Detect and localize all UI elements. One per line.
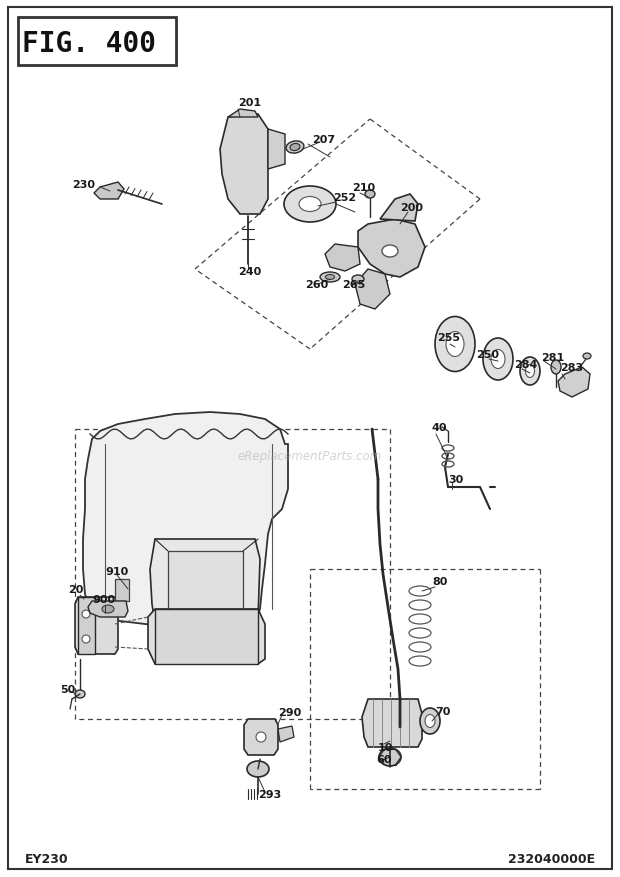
- Text: 230: 230: [72, 180, 95, 189]
- Bar: [168, 552, 243, 621]
- Ellipse shape: [583, 353, 591, 360]
- Text: 50: 50: [60, 684, 75, 695]
- Ellipse shape: [299, 197, 321, 212]
- Ellipse shape: [256, 732, 266, 742]
- Text: 281: 281: [541, 353, 564, 362]
- Text: 260: 260: [305, 280, 328, 289]
- Ellipse shape: [483, 339, 513, 381]
- Polygon shape: [150, 539, 260, 634]
- Bar: [18, 18, 176, 66]
- Ellipse shape: [75, 690, 85, 698]
- Text: 284: 284: [514, 360, 538, 369]
- Text: 30: 30: [448, 474, 463, 484]
- Ellipse shape: [82, 635, 90, 643]
- Polygon shape: [83, 412, 288, 630]
- Text: FIG. 400: FIG. 400: [22, 30, 156, 58]
- Ellipse shape: [365, 191, 375, 199]
- Polygon shape: [148, 610, 265, 664]
- Text: EY230: EY230: [25, 852, 69, 866]
- Text: 910: 910: [105, 567, 128, 576]
- Text: 40: 40: [432, 423, 448, 432]
- Ellipse shape: [446, 332, 464, 357]
- Polygon shape: [358, 220, 425, 278]
- Polygon shape: [155, 610, 258, 664]
- Ellipse shape: [247, 761, 269, 777]
- Ellipse shape: [526, 365, 534, 378]
- Ellipse shape: [326, 275, 335, 280]
- Polygon shape: [220, 115, 268, 215]
- Text: 900: 900: [92, 595, 115, 604]
- Polygon shape: [94, 182, 124, 200]
- Text: 201: 201: [238, 98, 261, 108]
- Text: 290: 290: [278, 707, 301, 717]
- Text: 10: 10: [378, 742, 393, 752]
- Ellipse shape: [290, 145, 300, 152]
- Text: 200: 200: [400, 203, 423, 213]
- Ellipse shape: [286, 142, 304, 154]
- Text: eReplacementParts.com: eReplacementParts.com: [238, 450, 382, 462]
- Text: 210: 210: [352, 182, 375, 193]
- Text: 60: 60: [376, 754, 391, 764]
- Polygon shape: [244, 719, 278, 755]
- Text: 20: 20: [68, 584, 83, 595]
- Text: 283: 283: [560, 362, 583, 373]
- Bar: [115, 580, 129, 602]
- Ellipse shape: [551, 360, 561, 374]
- Ellipse shape: [379, 748, 401, 766]
- Polygon shape: [558, 367, 590, 397]
- Polygon shape: [362, 699, 422, 747]
- Polygon shape: [380, 195, 418, 222]
- Ellipse shape: [382, 246, 398, 258]
- Text: 252: 252: [333, 193, 356, 203]
- Ellipse shape: [320, 273, 340, 282]
- Ellipse shape: [102, 605, 114, 613]
- Text: 240: 240: [238, 267, 261, 276]
- Text: 250: 250: [476, 350, 499, 360]
- Ellipse shape: [520, 358, 540, 386]
- Text: 207: 207: [312, 135, 335, 145]
- Polygon shape: [228, 110, 258, 118]
- Ellipse shape: [284, 187, 336, 223]
- Ellipse shape: [352, 275, 364, 283]
- Polygon shape: [278, 726, 294, 742]
- Polygon shape: [355, 270, 390, 310]
- Ellipse shape: [435, 317, 475, 372]
- Text: 80: 80: [432, 576, 448, 587]
- Polygon shape: [75, 597, 118, 654]
- Polygon shape: [78, 597, 95, 654]
- Text: 265: 265: [342, 280, 365, 289]
- Text: 293: 293: [258, 789, 281, 799]
- Polygon shape: [325, 245, 360, 272]
- Text: 70: 70: [435, 706, 450, 717]
- Ellipse shape: [420, 709, 440, 734]
- Ellipse shape: [425, 715, 435, 728]
- Text: 255: 255: [437, 332, 460, 343]
- Polygon shape: [268, 130, 285, 170]
- Ellipse shape: [491, 350, 505, 369]
- Polygon shape: [88, 602, 128, 617]
- Ellipse shape: [82, 610, 90, 618]
- Text: 232040000E: 232040000E: [508, 852, 595, 866]
